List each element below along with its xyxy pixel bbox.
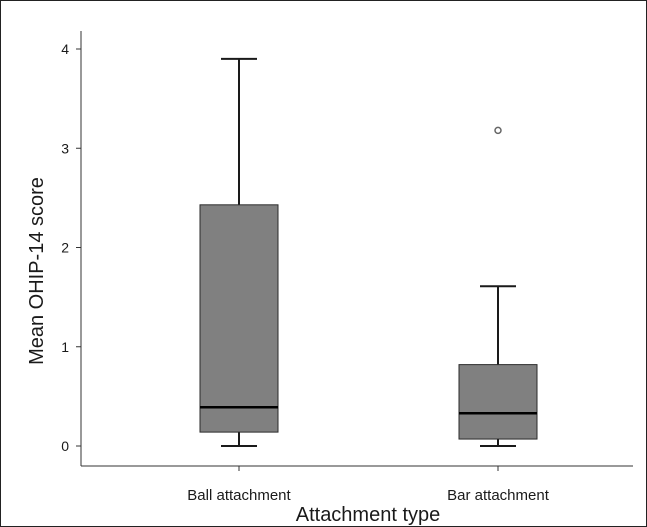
x-ticks: Ball attachment Bar attachment bbox=[187, 466, 550, 504]
y-tick-label: 4 bbox=[61, 41, 69, 57]
y-tick-label: 2 bbox=[61, 240, 69, 256]
box-group bbox=[199, 57, 279, 447]
x-axis-label: Attachment type bbox=[296, 504, 441, 526]
y-tick-label: 3 bbox=[61, 140, 69, 156]
x-tick-label: Ball attachment bbox=[187, 487, 291, 504]
x-tick-label: Bar attachment bbox=[447, 487, 550, 504]
y-tick-label: 0 bbox=[61, 438, 69, 454]
box-iqr bbox=[199, 204, 279, 433]
box-iqr bbox=[458, 364, 538, 440]
box-group bbox=[458, 126, 538, 447]
outlier-point bbox=[494, 126, 502, 135]
y-axis-label: Mean OHIP-14 score bbox=[26, 177, 48, 365]
boxes bbox=[199, 57, 538, 447]
axes bbox=[80, 31, 633, 467]
y-tick-label: 1 bbox=[61, 339, 69, 355]
y-ticks: 0 1 2 3 4 bbox=[61, 41, 81, 454]
